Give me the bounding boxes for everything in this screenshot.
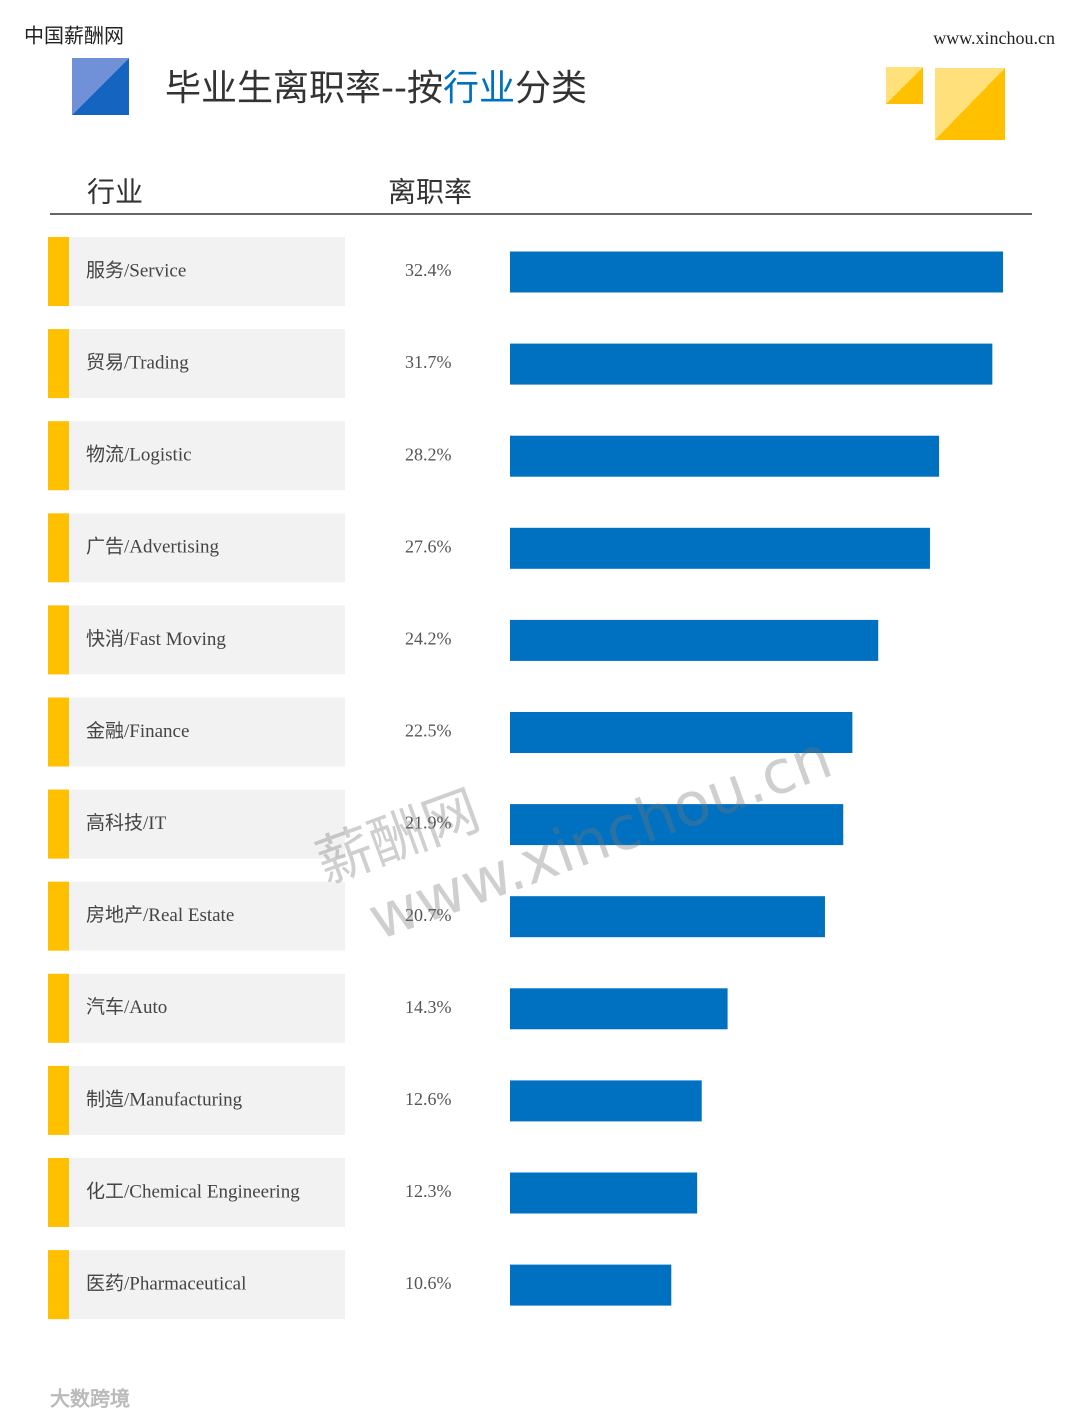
value-label: 14.3%	[405, 997, 452, 1017]
category-label: 广告/Advertising	[86, 536, 219, 558]
bar	[510, 988, 728, 1030]
column-header: 行业	[87, 176, 143, 208]
category-label: 服务/Service	[86, 259, 186, 281]
value-label: 20.7%	[405, 905, 452, 925]
value-label: 12.6%	[405, 1089, 452, 1109]
title-part: 毕业生离职率--按	[165, 68, 443, 109]
bar	[510, 1172, 698, 1214]
row-accent	[48, 421, 69, 491]
bar	[510, 619, 879, 661]
value-label: 22.5%	[405, 721, 452, 741]
row-box	[48, 237, 345, 306]
row-accent	[48, 881, 69, 951]
bar	[510, 251, 1003, 293]
category-label: 房地产/Real Estate	[86, 904, 234, 926]
category-label: 制造/Manufacturing	[86, 1088, 243, 1110]
row-box	[48, 881, 345, 951]
row-accent	[48, 1158, 69, 1227]
row-box	[48, 421, 345, 491]
row-accent	[48, 605, 69, 675]
row-accent	[48, 973, 69, 1043]
deco-icon	[886, 67, 923, 104]
row-box	[48, 329, 345, 399]
chart-title: 毕业生离职率--按行业分类	[165, 68, 587, 109]
category-label: 贸易/Trading	[86, 351, 189, 373]
row-box	[48, 1158, 345, 1227]
row-accent	[48, 789, 69, 859]
category-label: 高科技/IT	[86, 812, 167, 834]
category-label: 医药/Pharmaceutical	[86, 1272, 246, 1294]
value-label: 12.3%	[405, 1181, 452, 1201]
deco-icon	[935, 68, 1005, 140]
logo-icon	[72, 58, 129, 115]
website: www.xinchou.cn	[933, 28, 1055, 48]
category-label: 汽车/Auto	[86, 996, 167, 1018]
bar	[510, 1080, 702, 1122]
value-label: 32.4%	[405, 260, 452, 280]
row-accent	[48, 329, 69, 399]
category-label: 金融/Finance	[86, 720, 189, 742]
rows: 服务/Service 32.4% 贸易/Trading 31.7% 物流/Logisti…	[48, 237, 1003, 1320]
value-label: 31.7%	[405, 352, 452, 372]
value-label: 28.2%	[405, 444, 452, 464]
row-accent	[48, 1065, 69, 1135]
bar	[510, 896, 825, 938]
category-label: 化工/Chemical Engineering	[86, 1180, 300, 1202]
brand: 中国薪酬网	[24, 25, 124, 48]
footer-logo: 大数跨境	[50, 1387, 130, 1411]
row-accent	[48, 237, 69, 306]
bar	[510, 527, 930, 569]
category-label: 快消/Fast Moving	[86, 628, 226, 650]
value-label: 21.9%	[405, 813, 452, 833]
row-accent	[48, 697, 69, 767]
bar	[510, 712, 853, 753]
title-part: 行业	[443, 68, 515, 109]
row-box	[48, 1250, 345, 1320]
row-box	[48, 789, 345, 859]
row-accent	[48, 1250, 69, 1320]
column-header: 离职率	[388, 176, 472, 208]
title-part: 分类	[515, 68, 587, 109]
bar	[510, 343, 993, 385]
value-label: 27.6%	[405, 536, 452, 556]
value-label: 24.2%	[405, 629, 452, 649]
bar	[510, 804, 844, 846]
row-accent	[48, 513, 69, 583]
row-box	[48, 973, 345, 1043]
row-box	[48, 697, 345, 767]
bar	[510, 1264, 672, 1306]
row-box	[48, 1065, 345, 1135]
row-box	[48, 513, 345, 583]
category-label: 物流/Logistic	[86, 444, 192, 466]
bar	[510, 435, 940, 477]
row-box	[48, 605, 345, 675]
value-label: 10.6%	[405, 1273, 452, 1293]
